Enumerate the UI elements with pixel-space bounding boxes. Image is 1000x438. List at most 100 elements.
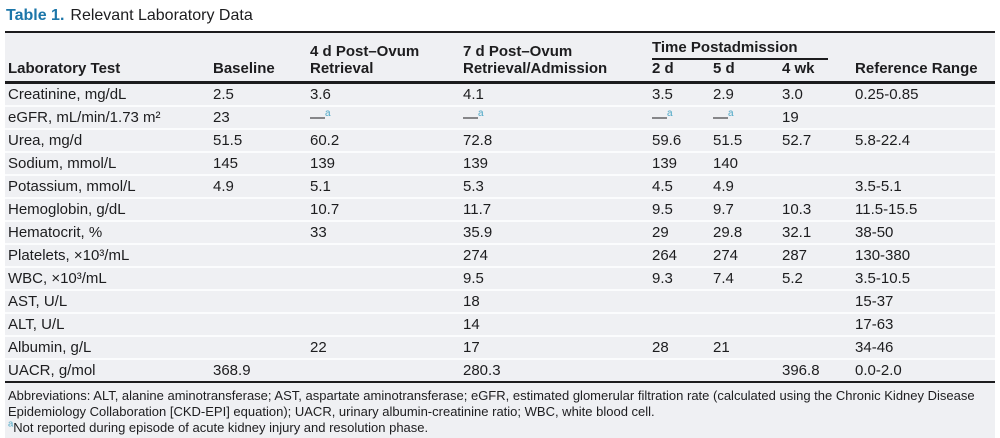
value-cell: 22 bbox=[307, 335, 460, 359]
value-cell: 3.6 bbox=[310, 86, 331, 103]
value-cell: 7.4 bbox=[710, 266, 779, 290]
value-cell: 72.8 bbox=[460, 128, 649, 152]
value-cell: 0.25-0.85 bbox=[855, 86, 919, 103]
header-7d-post-ovum-retrieval-admission: 7 d Post–Ovum Retrieval/Admission bbox=[460, 32, 649, 84]
value-cell: 51.5 bbox=[710, 128, 779, 152]
row-label: Hematocrit, % bbox=[5, 220, 210, 244]
value-cell: 274 bbox=[460, 243, 649, 267]
value-cell: 29.8 bbox=[710, 220, 779, 244]
row-label: Albumin, g/L bbox=[5, 335, 210, 359]
value-cell: 280.3 bbox=[460, 358, 649, 382]
table-row: eGFR, mL/min/1.73 m² 23 —a —a —a —a 19 bbox=[5, 105, 996, 129]
value-cell bbox=[210, 266, 307, 290]
table-row: Urea, mg/d 51.5 60.2 72.8 59.6 51.5 52.7 5.8-22… bbox=[5, 128, 996, 152]
value-cell bbox=[779, 151, 853, 175]
value-cell bbox=[210, 197, 307, 221]
table-body: Creatinine, mg/dL 2.5 3.6 4.1 3.5 2.9 3.0 0.25-… bbox=[5, 83, 996, 382]
table-row: Creatinine, mg/dL 2.5 3.6 4.1 3.5 2.9 3.0 0.25-… bbox=[5, 83, 995, 107]
table-row: WBC, ×10³/mL 9.5 9.3 7.4 5.2 3.5-10.5 bbox=[5, 266, 996, 290]
row-label: Sodium, mmol/L bbox=[5, 151, 210, 175]
row-label: WBC, ×10³/mL bbox=[5, 266, 210, 290]
value-cell bbox=[210, 243, 307, 267]
table-row: Sodium, mmol/L 145 139 139 139 140 bbox=[5, 151, 996, 175]
value-cell: 60.2 bbox=[307, 128, 460, 152]
value-cell: 5.1 bbox=[307, 174, 460, 198]
table-row: AST, U/L 18 15-37 bbox=[5, 289, 996, 313]
value-cell: 33 bbox=[307, 220, 460, 244]
value-cell bbox=[210, 220, 307, 244]
value-cell: 139 bbox=[649, 151, 710, 175]
value-cell: 4.9 bbox=[710, 174, 779, 198]
value-cell bbox=[779, 312, 853, 336]
footnote-marker: a bbox=[8, 418, 14, 430]
value-cell: —a bbox=[307, 105, 460, 129]
value-cell: 3.0 bbox=[782, 86, 803, 103]
value-cell bbox=[210, 335, 307, 359]
table-zone: Laboratory Test Baseline 4 d Post–Ovum R… bbox=[5, 31, 996, 438]
value-cell: 396.8 bbox=[779, 358, 853, 382]
table-row: Platelets, ×10³/mL 274 264 274 287 130-380 bbox=[5, 243, 996, 267]
value-cell bbox=[710, 312, 779, 336]
footnote-marker: a bbox=[728, 108, 734, 119]
value-cell: —a bbox=[710, 105, 779, 129]
footnote-marker: a bbox=[478, 108, 484, 119]
table-title-text: Relevant Laboratory Data bbox=[70, 7, 253, 24]
value-cell: 5.8-22.4 bbox=[852, 128, 996, 152]
value-cell bbox=[649, 289, 710, 313]
table-row: Albumin, g/L 22 17 28 21 34-46 bbox=[5, 335, 996, 359]
value-cell: 139 bbox=[460, 151, 649, 175]
value-cell: 9.7 bbox=[710, 197, 779, 221]
value-cell: 5.2 bbox=[779, 266, 853, 290]
value-cell: 2.5 bbox=[213, 86, 234, 103]
value-cell: 32.1 bbox=[779, 220, 853, 244]
value-cell: —a bbox=[460, 105, 649, 129]
row-label: ALT, U/L bbox=[5, 312, 210, 336]
value-cell: 2.9 bbox=[713, 86, 734, 103]
table-title-label: Table 1. bbox=[6, 7, 65, 24]
row-label: Urea, mg/d bbox=[5, 128, 210, 152]
value-cell: 18 bbox=[460, 289, 649, 313]
value-cell: 11.5-15.5 bbox=[852, 197, 996, 221]
value-cell bbox=[307, 266, 460, 290]
table-row: Hemoglobin, g/dL 10.7 11.7 9.5 9.7 10.3 11.5-1… bbox=[5, 197, 996, 221]
value-cell: 130-380 bbox=[852, 243, 996, 267]
value-cell bbox=[710, 289, 779, 313]
value-cell bbox=[779, 335, 853, 359]
value-cell: 59.6 bbox=[649, 128, 710, 152]
value-cell: 52.7 bbox=[779, 128, 853, 152]
value-cell: 3.5 bbox=[652, 86, 673, 103]
value-cell bbox=[852, 151, 996, 175]
value-cell bbox=[210, 289, 307, 313]
value-cell: 9.3 bbox=[649, 266, 710, 290]
row-label: Hemoglobin, g/dL bbox=[5, 197, 210, 221]
value-cell: 145 bbox=[210, 151, 307, 175]
row-label: AST, U/L bbox=[5, 289, 210, 313]
value-cell: 21 bbox=[710, 335, 779, 359]
row-label: Creatinine, mg/dL bbox=[8, 86, 127, 103]
value-cell: 5.3 bbox=[460, 174, 649, 198]
value-cell: 3.5-10.5 bbox=[852, 266, 996, 290]
value-cell bbox=[779, 289, 853, 313]
value-cell: 29 bbox=[649, 220, 710, 244]
table-row: UACR, g/mol 368.9 280.3 396.8 0.0-2.0 bbox=[5, 358, 996, 382]
value-cell: 9.5 bbox=[460, 266, 649, 290]
value-cell: 10.3 bbox=[779, 197, 853, 221]
header-reference-range: Reference Range bbox=[852, 32, 996, 84]
value-cell: 35.9 bbox=[460, 220, 649, 244]
value-cell: 15-37 bbox=[852, 289, 996, 313]
value-cell: 17 bbox=[460, 335, 649, 359]
value-cell: 14 bbox=[460, 312, 649, 336]
value-cell: 4.9 bbox=[210, 174, 307, 198]
table-title: Table 1. Relevant Laboratory Data bbox=[0, 0, 1000, 31]
header-5d: 5 d bbox=[710, 60, 779, 84]
value-cell: 34-46 bbox=[852, 335, 996, 359]
value-cell: 51.5 bbox=[210, 128, 307, 152]
value-cell: 0.0-2.0 bbox=[852, 358, 996, 382]
table-footer: Abbreviations: ALT, alanine aminotransfe… bbox=[5, 383, 995, 436]
footnote-marker: a bbox=[667, 108, 673, 119]
header-time-postadmission-label: Time Postadmission bbox=[652, 39, 828, 60]
footnote-marker: a bbox=[325, 108, 331, 119]
value-cell: 274 bbox=[710, 243, 779, 267]
value-cell bbox=[210, 312, 307, 336]
